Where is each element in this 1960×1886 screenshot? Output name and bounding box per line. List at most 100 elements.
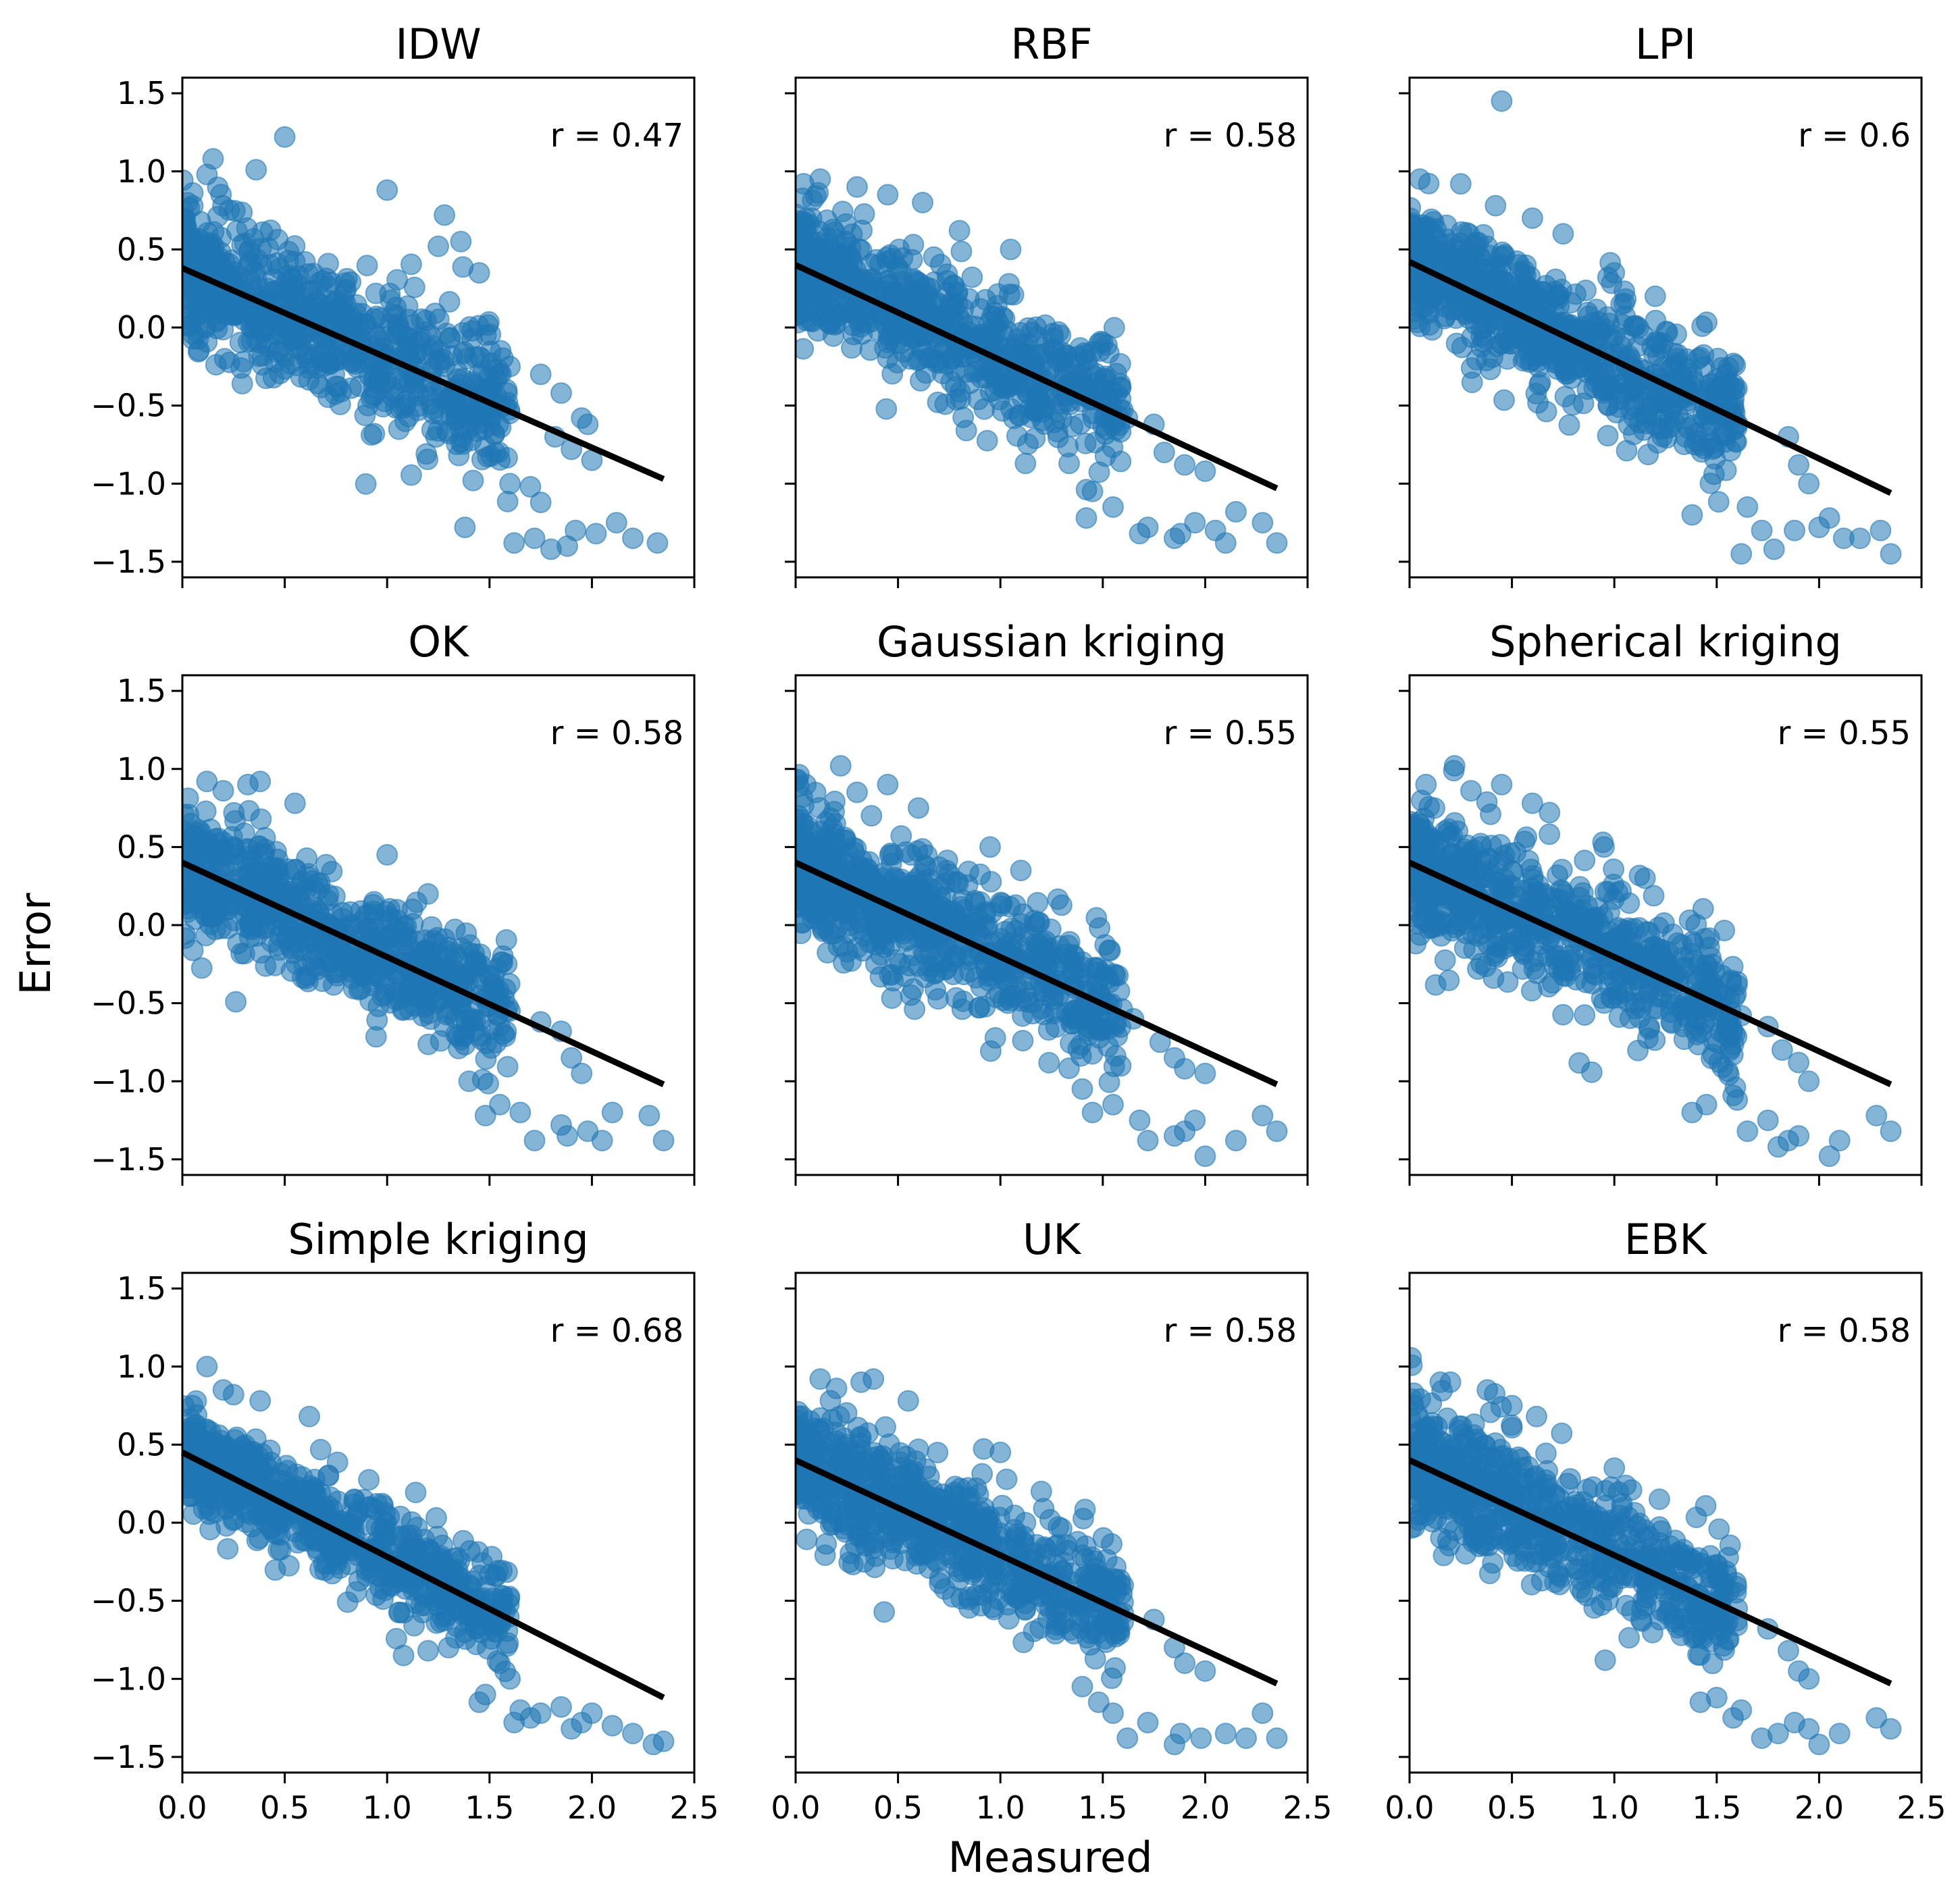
scatter-point [1470,325,1492,347]
scatter-point [203,843,225,866]
scatter-point [1597,425,1619,447]
scatter-point [1730,543,1753,565]
scatter-point [1444,248,1466,270]
scatter-point [969,298,991,320]
scatter-point [1028,388,1050,411]
scatter-point [234,905,257,927]
scatter-point [812,920,834,943]
scatter-point [1038,1051,1060,1074]
scatter-point [1153,442,1175,463]
subplot-title: Gaussian kriging [877,617,1227,666]
scatter-point [417,883,439,905]
y-tick-label: 0.5 [117,829,166,865]
scatter-point [455,922,478,944]
scatter-point [1692,897,1714,920]
scatter-point [1552,223,1574,245]
scatter-point [1613,292,1635,315]
scatter-point [274,126,296,148]
scatter-point [1455,221,1478,244]
scatter-point [881,879,903,901]
scatter-point [1522,883,1544,906]
scatter-point [1880,1120,1902,1143]
scatter-point [480,445,502,467]
scatter-point [1094,934,1116,956]
scatter-point [530,492,552,513]
scatter-point [477,314,499,336]
scatter-points [1410,755,1902,1168]
scatter-point [1644,285,1666,307]
scatter-point [350,978,372,1000]
scatter-point [1647,384,1669,406]
scatter-point [1683,434,1705,456]
scatter-point [1085,962,1108,984]
scatter-point [509,1101,532,1124]
scatter-point [1137,1130,1159,1152]
scatter-point [839,910,860,932]
scatter-point [1818,507,1840,529]
scatter-point [936,849,958,872]
scatter-point [196,163,218,186]
scatter-point [428,235,449,257]
scatter-point [182,306,200,328]
scatter-point [267,934,290,956]
scatter-point [468,262,490,284]
scatter-point [1030,998,1052,1020]
scatter-point [808,797,831,819]
scatter-point [869,921,891,943]
scatter-point [255,317,276,339]
scatter-point [286,328,309,350]
y-tick-label: 1.5 [117,673,166,709]
y-tick-label: 0.0 [117,907,166,943]
scatter-point [281,267,303,290]
scatter-point [489,1093,511,1116]
correlation-label: r = 0.55 [1778,714,1911,752]
scatter-point [846,781,868,804]
scatter-point [266,341,288,363]
scatter-point [823,298,845,320]
scatter-point [190,957,213,979]
scatter-point [216,917,238,939]
scatter-point [571,1062,593,1084]
scatter-point [852,311,874,333]
scatter-point [328,348,351,371]
scatter-point [494,1025,517,1047]
scatter-point [253,918,275,940]
scatter-point [876,246,898,269]
scatter-point [915,362,937,384]
scatter-point [1110,1055,1132,1077]
scatter-point [1771,1039,1793,1061]
scatter-point [225,991,247,1013]
scatter-point [1492,271,1514,293]
scatter-point [349,957,371,979]
scatter-point [474,1105,496,1127]
scatter-point [927,988,949,1010]
scatter-point [1410,168,1431,190]
scatter-point [469,954,492,976]
scatter-point [1129,523,1151,545]
scatter-point [182,927,196,949]
scatter-point [499,473,521,495]
scatter-point [1410,284,1432,306]
scatter-point [912,192,933,213]
subplot-title: Spherical kriging [1489,617,1842,666]
scatter-point [1869,519,1892,542]
scatter-point [1757,1109,1779,1132]
scatter-point [1628,917,1650,939]
scatter-point [1527,392,1549,414]
scatter-point [1418,314,1441,336]
scatter-point [1493,245,1516,267]
scatter-point [1632,419,1655,441]
scatter-point [1429,288,1451,310]
scatter-point [1194,1062,1216,1084]
scatter-point [979,836,1001,858]
scatter-point [1736,1120,1759,1143]
scatter-point [1428,831,1450,853]
scatter-point [1224,500,1247,523]
correlation-label: r = 0.6 [1798,117,1911,155]
scatter-point [1129,1109,1151,1132]
scatter-point [264,954,286,976]
scatter-point [1798,473,1820,495]
scatter-point [1541,972,1564,994]
